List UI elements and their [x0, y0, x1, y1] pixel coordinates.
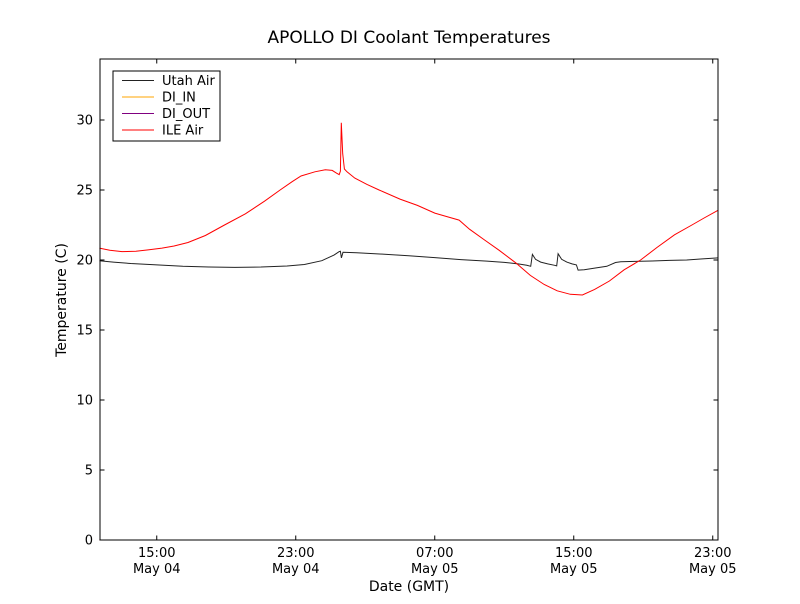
x-axis-label: Date (GMT) — [369, 579, 449, 595]
y-tick-label: 10 — [76, 394, 93, 409]
y-tick-label: 20 — [76, 254, 93, 269]
series-line-ile-air — [99, 122, 719, 296]
x-tick-date-label: May 04 — [272, 562, 320, 577]
x-tick-date-label: May 04 — [133, 562, 181, 577]
x-tick-date-label: May 05 — [411, 562, 459, 577]
y-axis-label: Temperature (C) — [54, 243, 70, 358]
x-tick-time-label: 07:00 — [416, 546, 453, 561]
legend-box — [112, 70, 221, 142]
x-tick-time-label: 15:00 — [555, 546, 592, 561]
y-tick-label: 0 — [85, 534, 93, 549]
x-tick-time-label: 15:00 — [138, 546, 175, 561]
y-tick-label: 5 — [85, 464, 93, 479]
legend-label: ILE Air — [162, 124, 204, 139]
x-tick-date-label: May 05 — [550, 562, 598, 577]
x-tick-time-label: 23:00 — [277, 546, 314, 561]
y-tick-label: 30 — [76, 114, 93, 129]
plot-border — [99, 58, 719, 541]
x-tick-date-label: May 05 — [689, 562, 737, 577]
series-lines — [99, 122, 719, 541]
legend-label: DI_IN — [162, 91, 196, 106]
y-tick-label: 15 — [76, 324, 93, 339]
series-line-utah-air — [99, 250, 719, 271]
x-tick-time-label: 23:00 — [694, 546, 731, 561]
legend-label: Utah Air — [162, 74, 215, 89]
legend-label: DI_OUT — [162, 107, 210, 122]
chart-title: APOLLO DI Coolant Temperatures — [267, 28, 550, 48]
y-tick-label: 25 — [76, 184, 93, 199]
